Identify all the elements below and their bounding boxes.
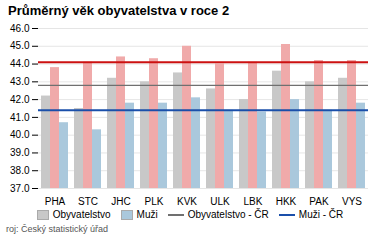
- svg-text:46.0: 46.0: [10, 23, 30, 34]
- html-text:Muži: Muži: [136, 209, 158, 220]
- html-text:Obyvatelstvo: Obyvatelstvo: [52, 209, 111, 220]
- svg-text:41.0: 41.0: [10, 112, 30, 123]
- html-text:roj: Český statistický úřad: roj: Český statistický úřad: [6, 224, 108, 234]
- svg-text:42.0: 42.0: [10, 94, 30, 105]
- html-text:Muži - ČR: Muži - ČR: [298, 209, 344, 220]
- svg-text:45.0: 45.0: [10, 40, 30, 51]
- svg-text:PAK: PAK: [309, 196, 329, 207]
- svg-text:ULK: ULK: [210, 196, 230, 207]
- svg-text:VYS: VYS: [342, 196, 362, 207]
- svg-text:STC: STC: [78, 196, 98, 207]
- svg-text:PLK: PLK: [145, 196, 164, 207]
- svg-text:44.0: 44.0: [10, 58, 30, 69]
- svg-text:HKK: HKK: [276, 196, 297, 207]
- svg-text:39.0: 39.0: [10, 147, 30, 158]
- svg-text:43.0: 43.0: [10, 76, 30, 87]
- svg-text:38.0: 38.0: [10, 165, 30, 176]
- svg-text:KVK: KVK: [177, 196, 197, 207]
- svg-text:40.0: 40.0: [10, 129, 30, 140]
- svg-text:LBK: LBK: [244, 196, 263, 207]
- svg-text:JHC: JHC: [111, 196, 130, 207]
- html-text:Obyvatelstvo - ČR: Obyvatelstvo - ČR: [187, 209, 269, 220]
- svg-text:37.0: 37.0: [10, 183, 30, 194]
- svg-text:PHA: PHA: [45, 196, 66, 207]
- html-text:Průměrný věk obyvatelstva v ro: Průměrný věk obyvatelstva v roce 2: [8, 3, 230, 18]
